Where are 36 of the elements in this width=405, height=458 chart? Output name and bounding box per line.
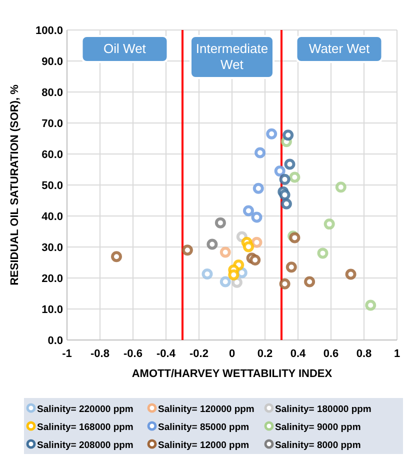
legend-label: Salinity= 208000 ppm xyxy=(37,440,134,451)
x-tick-label: 0.4 xyxy=(290,348,307,360)
y-tick-label: 90.0 xyxy=(42,56,63,68)
y-tick-label: 100.0 xyxy=(35,25,63,37)
y-tick-label: 40.0 xyxy=(42,211,63,223)
annotation: Intermediate Wet xyxy=(196,41,268,72)
y-tick-label: 80.0 xyxy=(42,87,63,99)
y-tick-label: 50.0 xyxy=(42,180,63,192)
y-tick-label: 30.0 xyxy=(42,242,63,254)
x-tick-label: 0.8 xyxy=(356,348,372,360)
x-tick-label: -0.8 xyxy=(90,348,110,360)
legend-label: Salinity= 8000 ppm xyxy=(275,440,361,451)
legend-label: Salinity= 120000 ppm xyxy=(158,404,254,415)
y-tick-label: 60.0 xyxy=(42,149,63,161)
annotation: Oil Wet xyxy=(104,41,146,56)
legend-label: Salinity= 168000 ppm xyxy=(37,422,134,433)
x-tick-label: 0.6 xyxy=(323,348,339,360)
x-tick-label: -0.6 xyxy=(124,348,142,360)
x-axis-title: AMOTT/HARVEY WETTABILITY INDEX xyxy=(132,368,333,380)
legend-label: Salinity= 180000 ppm xyxy=(275,404,372,415)
x-tick-label: -0.4 xyxy=(156,348,176,360)
y-tick-label: 10.0 xyxy=(42,304,63,316)
x-tick-label: 0 xyxy=(228,348,236,360)
x-tick-label: 0.2 xyxy=(257,348,273,360)
legend-label: Salinity= 12000 ppm xyxy=(158,440,250,451)
y-tick-label: 70.0 xyxy=(42,118,63,130)
y-tick-label: 0.0 xyxy=(48,335,63,347)
x-tick-label: -1 xyxy=(62,348,72,360)
y-axis-title: RESIDUAL OIL SATURATION (SOR), % xyxy=(9,84,21,286)
legend-label: Salinity= 85000 ppm xyxy=(158,422,250,433)
x-tick-label: 1 xyxy=(394,348,400,360)
y-tick-label: 20.0 xyxy=(42,273,63,285)
legend-label: Salinity= 9000 ppm xyxy=(275,422,361,433)
x-tick-label: -0.2 xyxy=(190,348,208,360)
annotation: Water Wet xyxy=(308,41,370,56)
legend-label: Salinity= 220000 ppm xyxy=(37,404,134,415)
